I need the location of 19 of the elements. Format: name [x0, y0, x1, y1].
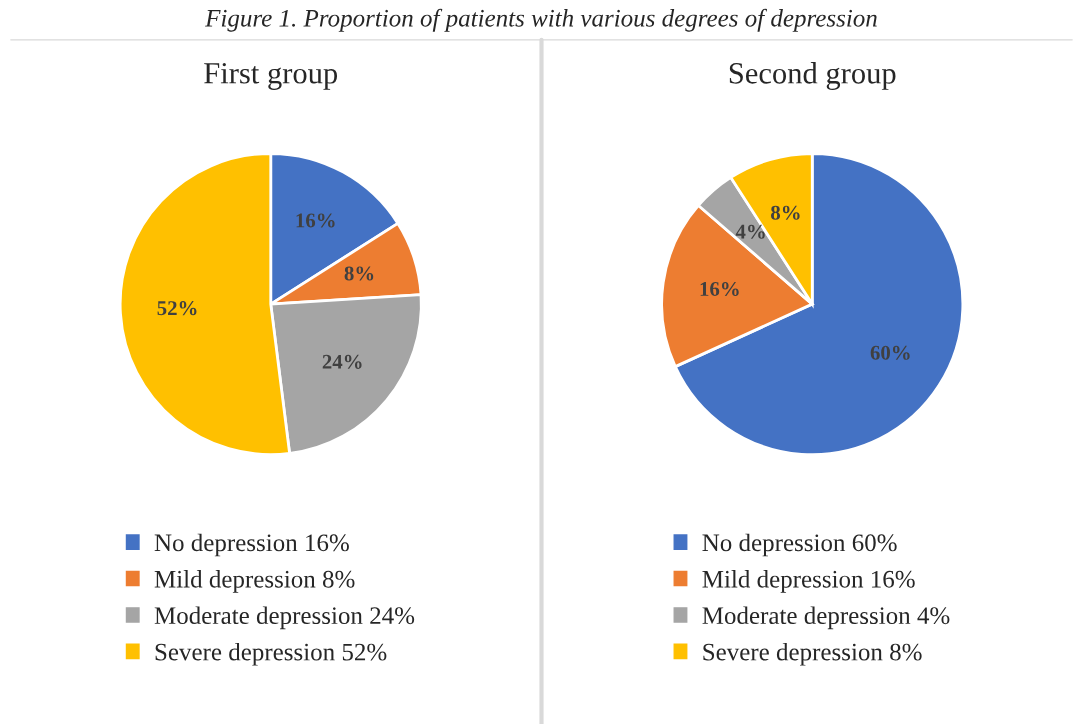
data-label: 60%: [870, 345, 910, 360]
data-label: 16%: [700, 281, 739, 297]
legend-label: Mild depression 8%: [154, 570, 355, 593]
legend-label: No depression 16%: [154, 533, 349, 557]
legend-label: No depression 60%: [702, 533, 897, 557]
legend-label: Severe depression 8%: [703, 642, 922, 666]
data-label: 16%: [296, 213, 335, 228]
data-label: 52%: [157, 301, 197, 316]
chart-title: Second group: [729, 62, 896, 90]
data-label: 4%: [735, 224, 765, 239]
caption: Figure 1. Proportion of patients with various degrees of depression: [205, 8, 877, 32]
chart-title: First group: [204, 63, 338, 90]
data-label: 24%: [322, 354, 362, 369]
legend-label: Mild depression 16%: [702, 570, 915, 593]
legend-label: Moderate depression 4%: [702, 606, 950, 630]
legend-label: Severe depression 52%: [155, 642, 387, 666]
data-label: 8%: [771, 205, 800, 220]
data-label: 8%: [344, 266, 374, 281]
legend-label: Moderate depression 24%: [154, 606, 415, 630]
